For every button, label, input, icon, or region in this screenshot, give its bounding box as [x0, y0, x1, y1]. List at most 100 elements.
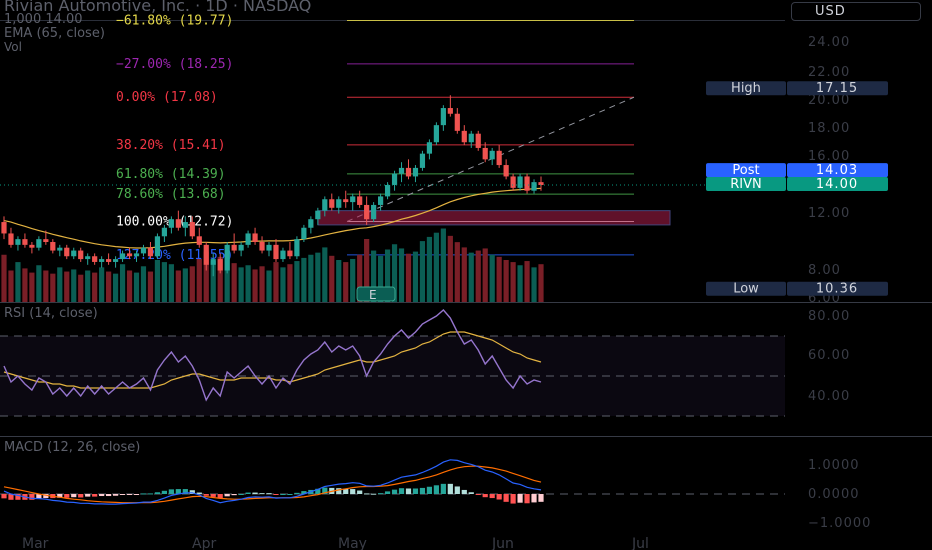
candle-body[interactable]	[8, 233, 14, 245]
candle-body[interactable]	[377, 196, 384, 205]
candle-body[interactable]	[287, 250, 293, 257]
candle-body[interactable]	[315, 210, 321, 220]
candle-body[interactable]	[308, 219, 314, 228]
candle-body[interactable]	[266, 244, 272, 251]
candle-body[interactable]	[43, 239, 49, 242]
candle-body[interactable]	[336, 199, 342, 208]
candle-body[interactable]	[329, 199, 335, 208]
macd-pane[interactable]	[0, 459, 785, 505]
candle-body[interactable]	[217, 259, 223, 271]
candle-body[interactable]	[126, 253, 133, 257]
volume-bar	[217, 256, 223, 302]
candle-body[interactable]	[454, 113, 460, 131]
time-axis-label: Apr	[192, 536, 216, 550]
candle-body[interactable]	[475, 133, 481, 148]
candle-body[interactable]	[357, 196, 363, 205]
candle-body[interactable]	[433, 125, 439, 143]
candle-body[interactable]	[36, 239, 42, 248]
candle-body[interactable]	[99, 259, 105, 262]
rsi-line[interactable]	[3, 309, 542, 402]
candle-body[interactable]	[252, 233, 258, 242]
candle-body[interactable]	[154, 236, 161, 257]
candle-body[interactable]	[189, 222, 195, 237]
candle-body[interactable]	[405, 167, 412, 177]
candle-body[interactable]	[259, 242, 265, 251]
candle-body[interactable]	[371, 204, 377, 220]
candle-body[interactable]	[238, 244, 244, 251]
candle-body[interactable]	[280, 250, 286, 260]
candle-body[interactable]	[426, 142, 433, 154]
candle-body[interactable]	[112, 259, 119, 262]
symbol-title[interactable]: Rivian Automotive, Inc. · 1D · NASDAQ	[4, 0, 312, 15]
candle-body[interactable]	[106, 259, 112, 262]
candle-body[interactable]	[182, 222, 188, 228]
candle-body[interactable]	[412, 167, 419, 177]
candle-body[interactable]	[503, 165, 509, 177]
candle-body[interactable]	[133, 253, 140, 257]
candle-body[interactable]	[175, 219, 181, 228]
candle-body[interactable]	[29, 244, 35, 248]
price-axis-tick: 24.00	[808, 35, 850, 50]
volume-indicator-label[interactable]: Vol	[4, 40, 22, 54]
candle-body[interactable]	[147, 247, 154, 257]
candle-body[interactable]	[419, 153, 426, 168]
candle-body[interactable]	[1, 222, 7, 234]
candle-body[interactable]	[496, 150, 502, 166]
candle-body[interactable]	[398, 167, 405, 174]
candle-body[interactable]	[245, 233, 251, 245]
candle-body[interactable]	[517, 176, 523, 188]
candle-body[interactable]	[85, 256, 91, 260]
rsi-indicator-label[interactable]: RSI (14, close)	[4, 306, 98, 321]
candle-body[interactable]	[64, 247, 70, 257]
candle-body[interactable]	[482, 147, 488, 160]
candle-body[interactable]	[273, 244, 279, 260]
rsi-pane[interactable]	[0, 309, 785, 417]
candle-body[interactable]	[15, 239, 21, 245]
candle-body[interactable]	[168, 219, 174, 228]
candle-body[interactable]	[224, 244, 230, 271]
candle-body[interactable]	[22, 239, 28, 245]
candle-body[interactable]	[119, 253, 126, 260]
candle-body[interactable]	[447, 108, 453, 114]
ema-indicator-label[interactable]: EMA (65, close)	[4, 26, 105, 41]
candle-body[interactable]	[364, 204, 370, 220]
macd-indicator-label[interactable]: MACD (12, 26, close)	[4, 440, 141, 455]
candle-body[interactable]	[489, 150, 495, 160]
candle-body[interactable]	[203, 244, 209, 265]
candle-body[interactable]	[57, 247, 63, 251]
candle-body[interactable]	[461, 130, 467, 143]
macd-line[interactable]	[3, 459, 542, 505]
candle-body[interactable]	[384, 185, 391, 197]
support-zone[interactable]	[317, 210, 671, 226]
candle-body[interactable]	[140, 247, 147, 254]
candle-body[interactable]	[196, 236, 202, 245]
currency-button[interactable]: USD	[791, 2, 921, 21]
candle-body[interactable]	[531, 182, 537, 191]
price-pane[interactable]: −61.80% (19.77) −27.00% (18.25) 0.00% (17.…	[0, 14, 888, 302]
candle-body[interactable]	[510, 176, 516, 188]
candle-body[interactable]	[71, 250, 77, 257]
macd-histogram-bar	[273, 494, 279, 495]
earnings-marker[interactable]	[356, 286, 396, 302]
macd-histogram-bar	[384, 491, 391, 494]
candle-body[interactable]	[301, 227, 307, 240]
candle-body[interactable]	[294, 239, 300, 257]
candle-body[interactable]	[92, 256, 98, 262]
macd-histogram-bar	[245, 492, 251, 494]
candle-body[interactable]	[50, 242, 56, 251]
candle-body[interactable]	[322, 199, 328, 211]
candle-body[interactable]	[440, 108, 446, 126]
candle-body[interactable]	[350, 196, 356, 203]
candle-body[interactable]	[538, 182, 544, 185]
macd-histogram-bar	[301, 491, 307, 494]
candle-body[interactable]	[78, 250, 84, 260]
macd-histogram-bar	[357, 490, 363, 494]
candle-body[interactable]	[524, 176, 530, 191]
candle-body[interactable]	[468, 133, 474, 143]
candle-body[interactable]	[231, 244, 237, 251]
candle-body[interactable]	[210, 259, 216, 265]
candle-body[interactable]	[343, 199, 349, 203]
candle-body[interactable]	[391, 173, 398, 185]
candle-body[interactable]	[161, 227, 168, 237]
